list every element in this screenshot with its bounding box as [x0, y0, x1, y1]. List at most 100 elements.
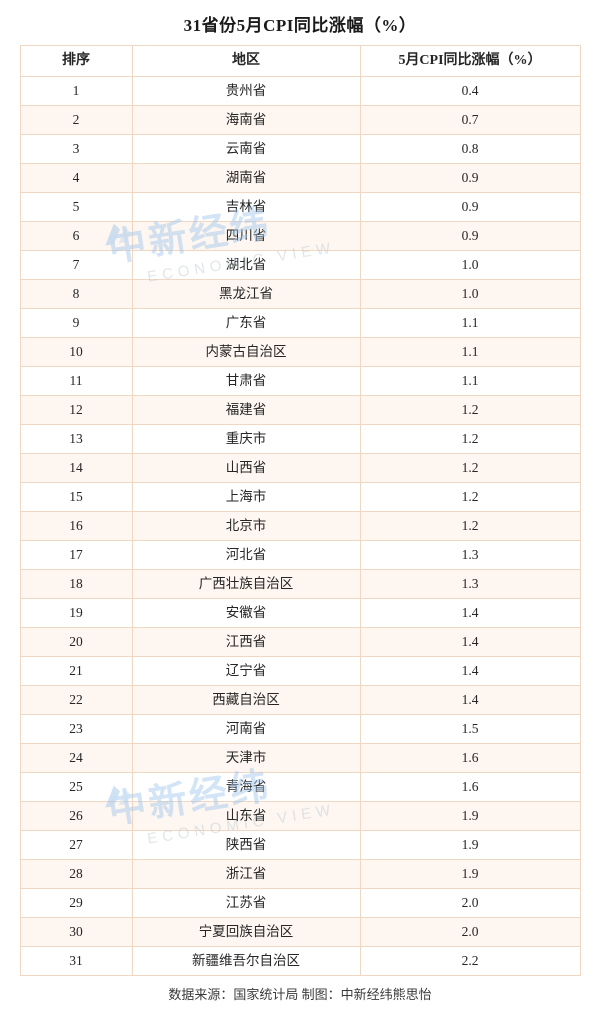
cell-region: 四川省 [131, 221, 361, 251]
cell-region: 天津市 [131, 743, 361, 773]
cell-rank: 3 [19, 134, 133, 164]
table-row: 14 山西省 1.2 [19, 453, 581, 483]
cell-value: 0.4 [359, 76, 581, 106]
cell-value: 1.1 [359, 366, 581, 396]
cell-value: 2.2 [359, 946, 581, 976]
cell-region: 山东省 [131, 801, 361, 831]
cell-rank: 31 [19, 946, 133, 976]
cell-rank: 28 [19, 859, 133, 889]
cell-region: 海南省 [131, 105, 361, 135]
cell-value: 1.1 [359, 308, 581, 338]
cell-rank: 18 [19, 569, 133, 599]
cell-region: 甘肃省 [131, 366, 361, 396]
cell-value: 0.9 [359, 221, 581, 251]
cell-value: 1.4 [359, 627, 581, 657]
cell-rank: 2 [19, 105, 133, 135]
table-row: 23 河南省 1.5 [19, 714, 581, 744]
cell-value: 1.3 [359, 569, 581, 599]
cell-region: 福建省 [131, 395, 361, 425]
cell-region: 黑龙江省 [131, 279, 361, 309]
column-header-value: 5月CPI同比涨幅（%） [359, 45, 581, 77]
cell-rank: 16 [19, 511, 133, 541]
cell-rank: 15 [19, 482, 133, 512]
source-note: 数据来源：国家统计局 制图：中新经纬熊思怡 [168, 987, 432, 1002]
table-row: 30 宁夏回族自治区 2.0 [19, 917, 581, 947]
table-row: 6 四川省 0.9 [19, 221, 581, 251]
cell-region: 北京市 [131, 511, 361, 541]
cell-rank: 23 [19, 714, 133, 744]
cell-region: 江苏省 [131, 888, 361, 918]
cell-region: 宁夏回族自治区 [131, 917, 361, 947]
cell-rank: 26 [19, 801, 133, 831]
cell-rank: 19 [19, 598, 133, 628]
cell-region: 青海省 [131, 772, 361, 802]
cpi-table: 排序 地区 5月CPI同比涨幅（%） 1 贵州省 0.4 2 海南省 0.7 3 云南省 0.8… [19, 45, 581, 976]
table-row: 11 甘肃省 1.1 [19, 366, 581, 396]
table-row: 8 黑龙江省 1.0 [19, 279, 581, 309]
table-row: 25 青海省 1.6 [19, 772, 581, 802]
cell-region: 广东省 [131, 308, 361, 338]
cell-region: 上海市 [131, 482, 361, 512]
cell-region: 云南省 [131, 134, 361, 164]
table-header-row: 排序 地区 5月CPI同比涨幅（%） [19, 45, 581, 77]
cell-rank: 14 [19, 453, 133, 483]
table-row: 19 安徽省 1.4 [19, 598, 581, 628]
table-row: 26 山东省 1.9 [19, 801, 581, 831]
cell-value: 1.2 [359, 511, 581, 541]
table-row: 29 江苏省 2.0 [19, 888, 581, 918]
cell-rank: 8 [19, 279, 133, 309]
table-row: 24 天津市 1.6 [19, 743, 581, 773]
cell-value: 1.2 [359, 395, 581, 425]
cell-value: 1.5 [359, 714, 581, 744]
cell-value: 1.2 [359, 453, 581, 483]
table-row: 7 湖北省 1.0 [19, 250, 581, 280]
table-row: 22 西藏自治区 1.4 [19, 685, 581, 715]
cell-value: 1.2 [359, 424, 581, 454]
cell-rank: 24 [19, 743, 133, 773]
table-row: 28 浙江省 1.9 [19, 859, 581, 889]
cell-value: 1.0 [359, 250, 581, 280]
table-body: 1 贵州省 0.4 2 海南省 0.7 3 云南省 0.8 4 湖南省 0.9 5 吉林省 0.9 6 四川省 0… [19, 76, 581, 976]
cell-region: 湖北省 [131, 250, 361, 280]
cell-region: 西藏自治区 [131, 685, 361, 715]
cell-value: 2.0 [359, 917, 581, 947]
cell-value: 1.2 [359, 482, 581, 512]
column-header-rank: 排序 [19, 45, 133, 77]
cell-region: 河北省 [131, 540, 361, 570]
table-row: 17 河北省 1.3 [19, 540, 581, 570]
cell-rank: 10 [19, 337, 133, 367]
table-row: 20 江西省 1.4 [19, 627, 581, 657]
table-row: 31 新疆维吾尔自治区 2.2 [19, 946, 581, 976]
cell-rank: 29 [19, 888, 133, 918]
cell-value: 0.8 [359, 134, 581, 164]
cell-value: 0.9 [359, 163, 581, 193]
cell-region: 新疆维吾尔自治区 [131, 946, 361, 976]
cell-value: 1.0 [359, 279, 581, 309]
cell-value: 1.1 [359, 337, 581, 367]
cell-rank: 21 [19, 656, 133, 686]
table-row: 15 上海市 1.2 [19, 482, 581, 512]
cell-value: 1.4 [359, 685, 581, 715]
cell-region: 广西壮族自治区 [131, 569, 361, 599]
table-row: 3 云南省 0.8 [19, 134, 581, 164]
cell-region: 江西省 [131, 627, 361, 657]
cell-rank: 25 [19, 772, 133, 802]
cell-region: 山西省 [131, 453, 361, 483]
cell-rank: 20 [19, 627, 133, 657]
table-row: 2 海南省 0.7 [19, 105, 581, 135]
cell-value: 1.6 [359, 772, 581, 802]
cell-value: 1.9 [359, 801, 581, 831]
table-row: 21 辽宁省 1.4 [19, 656, 581, 686]
table-row: 5 吉林省 0.9 [19, 192, 581, 222]
table-row: 10 内蒙古自治区 1.1 [19, 337, 581, 367]
cell-rank: 22 [19, 685, 133, 715]
cell-region: 陕西省 [131, 830, 361, 860]
cell-rank: 9 [19, 308, 133, 338]
table-row: 9 广东省 1.1 [19, 308, 581, 338]
cell-region: 安徽省 [131, 598, 361, 628]
table-row: 13 重庆市 1.2 [19, 424, 581, 454]
cell-region: 河南省 [131, 714, 361, 744]
page-title: 31省份5月CPI同比涨幅（%） [183, 16, 417, 35]
table-row: 18 广西壮族自治区 1.3 [19, 569, 581, 599]
